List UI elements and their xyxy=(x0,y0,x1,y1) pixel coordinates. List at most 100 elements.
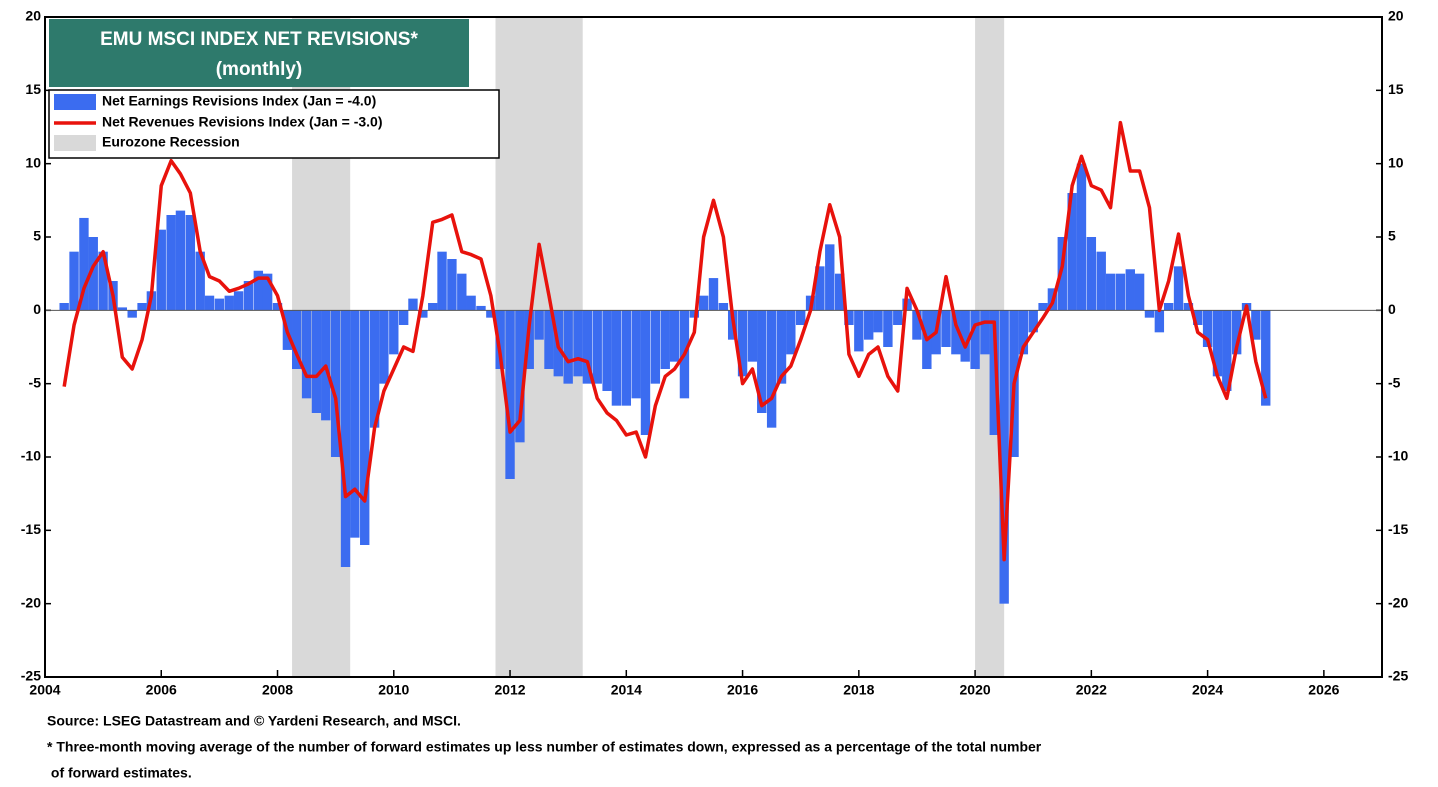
bar xyxy=(960,310,970,362)
bar xyxy=(379,310,389,384)
y2-tick-label: 20 xyxy=(1388,8,1404,24)
bar xyxy=(447,259,457,311)
y-tick-label: 5 xyxy=(33,228,41,244)
y-tick-label: 10 xyxy=(25,154,41,170)
bar xyxy=(369,310,380,428)
x-tick-label: 2024 xyxy=(1192,682,1223,698)
bar xyxy=(980,310,990,355)
bar xyxy=(883,310,893,347)
bar xyxy=(185,215,196,311)
bar xyxy=(689,310,700,318)
bar xyxy=(1096,251,1106,311)
bar xyxy=(747,310,758,362)
bar xyxy=(1038,303,1048,311)
bar xyxy=(486,310,496,318)
bar xyxy=(127,310,137,318)
bar xyxy=(602,310,612,391)
bar xyxy=(340,310,351,567)
legend: Net Earnings Revisions Index (Jan = -4.0… xyxy=(48,89,500,159)
bar xyxy=(718,303,729,311)
bar xyxy=(350,310,360,538)
bar xyxy=(1251,310,1261,340)
chart-title: EMU MSCI INDEX NET REVISIONS* xyxy=(100,29,418,50)
bar xyxy=(166,215,176,311)
bar xyxy=(1144,310,1155,318)
bar xyxy=(195,251,205,311)
bar xyxy=(292,310,302,369)
legend-label: Net Revenues Revisions Index (Jan = -3.0… xyxy=(102,114,383,130)
x-tick-label: 2016 xyxy=(727,682,758,698)
bar xyxy=(98,251,108,311)
bar xyxy=(534,310,544,340)
y-tick-label: -20 xyxy=(21,594,41,610)
chart-subtitle: (monthly) xyxy=(216,59,303,80)
legend-swatch xyxy=(54,94,96,110)
bar xyxy=(766,310,777,428)
bar xyxy=(1028,310,1038,333)
bar xyxy=(873,310,883,333)
bar xyxy=(815,266,825,311)
bar xyxy=(650,310,661,384)
bar xyxy=(1067,193,1077,311)
bar xyxy=(1057,237,1067,311)
bar xyxy=(360,310,370,545)
y2-tick-label: -15 xyxy=(1388,521,1408,537)
bar xyxy=(88,237,98,311)
bar xyxy=(418,310,428,318)
x-tick-label: 2020 xyxy=(960,682,991,698)
bar xyxy=(466,295,476,311)
bar xyxy=(224,295,234,311)
bar xyxy=(825,244,835,311)
bar xyxy=(457,273,467,311)
title-box xyxy=(49,19,469,87)
bar xyxy=(1261,310,1271,406)
bar xyxy=(582,310,593,384)
y-tick-label: -10 xyxy=(21,448,41,464)
bar xyxy=(912,310,922,340)
bar xyxy=(1154,310,1165,333)
x-tick-label: 2012 xyxy=(494,682,525,698)
footnote: * Three-month moving average of the numb… xyxy=(47,739,1042,755)
bar xyxy=(660,310,670,369)
bar xyxy=(408,298,418,311)
bar xyxy=(79,217,89,311)
bar xyxy=(505,310,515,479)
bar xyxy=(989,310,999,435)
bar xyxy=(175,210,186,311)
bar xyxy=(941,310,951,347)
bar xyxy=(864,310,874,340)
y-tick-label: -5 xyxy=(29,374,42,390)
bar xyxy=(1173,266,1184,311)
bar xyxy=(233,291,244,311)
x-tick-label: 2004 xyxy=(29,682,60,698)
bar xyxy=(301,310,312,399)
bar xyxy=(1115,273,1126,311)
bar xyxy=(631,310,641,399)
bar xyxy=(737,310,748,377)
y2-tick-label: -5 xyxy=(1388,374,1401,390)
bar xyxy=(563,310,573,384)
y-tick-label: 20 xyxy=(25,8,41,24)
y-tick-label: -15 xyxy=(21,521,41,537)
bar xyxy=(59,303,69,311)
bar xyxy=(1086,237,1097,311)
bar xyxy=(611,310,622,406)
y2-tick-label: 5 xyxy=(1388,228,1396,244)
bar xyxy=(1018,310,1029,355)
bar xyxy=(476,305,486,311)
x-tick-label: 2010 xyxy=(378,682,409,698)
bar xyxy=(398,310,409,325)
y-tick-label: 0 xyxy=(33,301,41,317)
bar xyxy=(1134,273,1145,311)
bar xyxy=(1183,303,1194,311)
bar xyxy=(330,310,341,457)
bar xyxy=(1212,310,1223,377)
y2-tick-label: -20 xyxy=(1388,594,1408,610)
bar xyxy=(844,310,854,325)
bar xyxy=(951,310,961,355)
source-note: Source: LSEG Datastream and © Yardeni Re… xyxy=(47,713,461,729)
bar xyxy=(544,310,554,369)
bar xyxy=(137,303,147,311)
bar xyxy=(698,295,709,311)
